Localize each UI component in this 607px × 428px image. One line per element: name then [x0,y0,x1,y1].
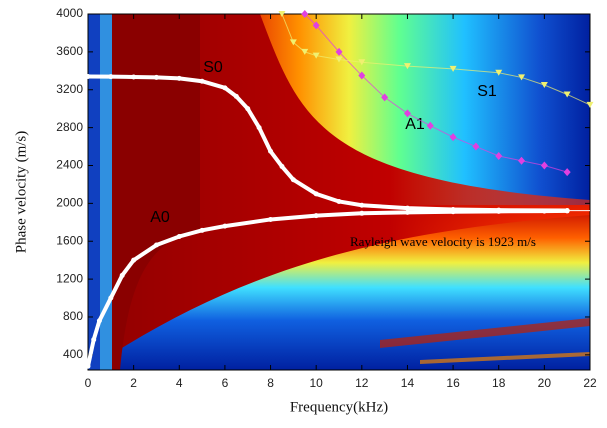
heatmap [88,14,590,370]
curve [86,208,568,367]
y-tick-label: 800 [63,309,83,323]
curve-label: S1 [477,83,497,100]
marker [85,363,91,369]
x-tick-label: 2 [130,376,137,390]
x-tick-label: 12 [355,376,369,390]
marker [449,65,457,72]
plot-frame [87,13,591,371]
marker [495,152,503,161]
marker [199,227,205,233]
x-tick-label: 10 [310,376,324,390]
marker [359,202,365,208]
curve [87,74,568,213]
x-tick-label: 4 [176,376,183,390]
marker [96,318,102,324]
marker [403,63,411,70]
marker [289,39,297,46]
marker [472,142,480,151]
marker [301,10,309,18]
y-tick-label: 2400 [56,158,83,172]
marker [222,223,228,229]
marker [449,133,457,142]
x-tick-label: 16 [446,376,460,390]
y-tick-label: 3200 [56,82,83,96]
marker [540,161,548,170]
marker [301,48,309,55]
marker [245,106,251,112]
marker [153,74,159,80]
marker [358,59,366,66]
x-axis-label: Frequency(kHz) [290,399,388,415]
marker [518,156,526,165]
marker [176,234,182,239]
marker [108,295,114,301]
x-tick-label: 22 [583,376,597,390]
marker [256,125,262,131]
marker [359,210,365,216]
marker [176,75,182,81]
marker [495,69,503,76]
marker [403,109,411,118]
y-tick-label: 3600 [56,44,83,58]
y-tick-label: 400 [63,347,83,361]
marker [131,257,137,263]
curve-label: S0 [203,59,223,76]
marker [563,91,571,98]
marker [199,78,205,84]
marker [381,93,389,102]
marker [85,73,91,79]
y-tick-label: 4000 [56,6,83,20]
marker [278,11,286,17]
marker [119,272,125,278]
x-tick-label: 6 [222,376,229,390]
y-tick-label: 1200 [56,271,83,285]
marker [153,242,159,248]
marker [518,74,526,81]
x-tick-label: 20 [538,376,552,390]
marker [404,205,410,211]
marker [335,56,343,63]
marker [313,191,319,197]
marker [279,163,285,169]
marker [450,207,456,213]
marker [312,21,320,30]
marker [222,85,228,91]
x-tick-label: 18 [492,376,506,390]
y-axis-label: Phase velocity (m/s) [13,131,29,253]
marker [312,52,320,59]
marker [233,93,239,99]
y-tick-label: 2000 [56,196,83,210]
marker [540,82,548,89]
marker [268,216,274,222]
marker [336,198,342,204]
curve-label: A0 [150,209,170,226]
marker [313,213,319,219]
marker [268,148,274,154]
marker [131,74,137,80]
marker [91,337,97,343]
marker [586,101,594,108]
curve-label: A1 [405,116,425,133]
annotation: Rayleigh wave velocity is 1923 m/s [350,234,536,249]
marker [426,121,434,130]
x-tick-label: 8 [267,376,274,390]
y-tick-label: 2800 [56,120,83,134]
x-tick-label: 0 [85,376,92,390]
x-tick-label: 14 [401,376,415,390]
marker [108,74,114,80]
marker [335,47,343,56]
marker [358,71,366,80]
marker [290,177,296,183]
marker [563,168,571,177]
y-tick-label: 1600 [56,233,83,247]
